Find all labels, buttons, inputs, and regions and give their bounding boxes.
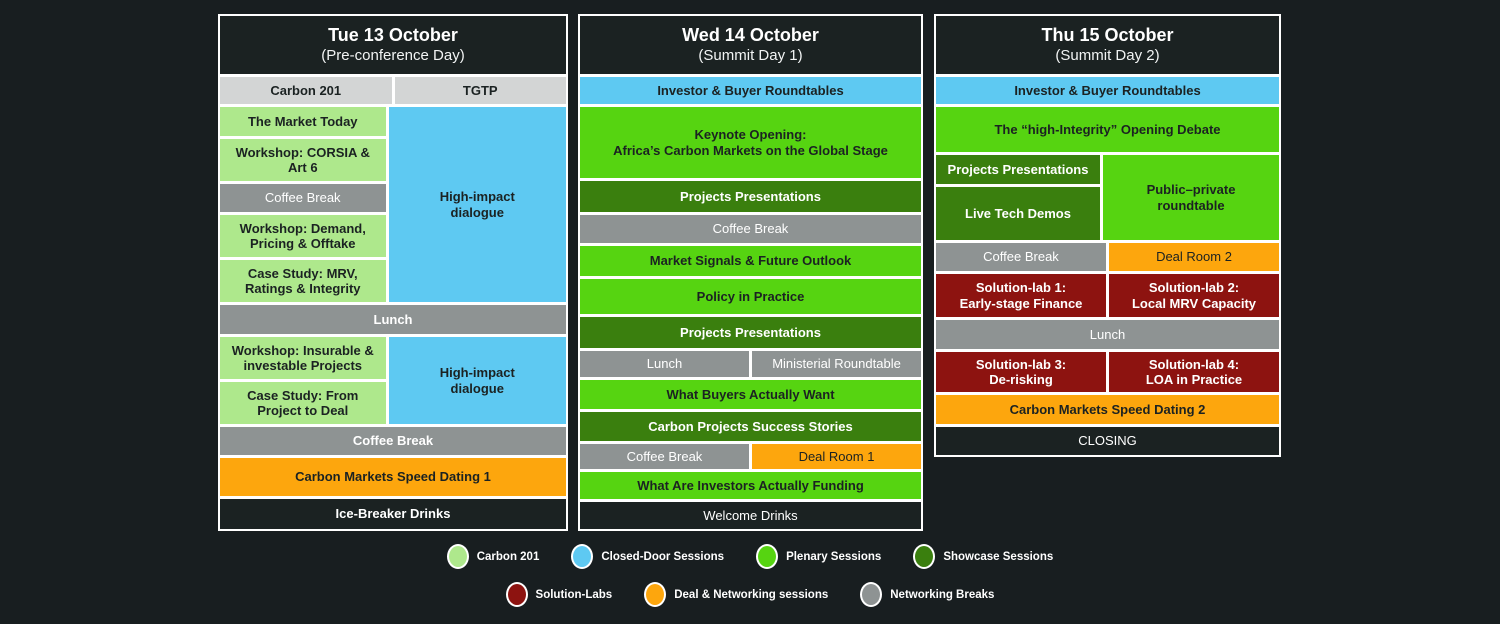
day-header-wednesday: Wed 14 October (Summit Day 1): [580, 16, 921, 74]
session-solution-lab-2: Solution-lab 2: Local MRV Capacity: [1109, 274, 1279, 317]
session-investor-buyer-roundtables: Investor & Buyer Roundtables: [936, 77, 1279, 104]
session-ministerial-roundtable: Ministerial Roundtable: [752, 351, 921, 377]
day-subtitle: (Summit Day 1): [698, 46, 803, 64]
break-coffee-2: Coffee Break: [580, 444, 749, 469]
legend-row-1: Carbon 201 Closed-Door Sessions Plenary …: [446, 544, 1053, 569]
day-column-thursday: Thu 15 October (Summit Day 2) Investor &…: [934, 14, 1281, 457]
legend-item-deal-networking: Deal & Networking sessions: [644, 582, 828, 607]
legend-label: Solution-Labs: [535, 588, 613, 601]
session-solution-lab-4: Solution-lab 4: LOA in Practice: [1109, 352, 1279, 392]
lunch-ministerial-row: Lunch Ministerial Roundtable: [580, 351, 921, 377]
break-coffee-1: Coffee Break: [220, 184, 386, 212]
session-keynote-opening: Keynote Opening: Africa’s Carbon Markets…: [580, 107, 921, 178]
session-workshop-insurable-investable: Workshop: Insurable & investable Project…: [220, 337, 386, 379]
break-coffee-2: Coffee Break: [220, 427, 566, 455]
carbon-201-track-pm: Workshop: Insurable & investable Project…: [220, 337, 386, 424]
closed-door-swatch-icon: [571, 544, 594, 569]
session-solution-lab-3: Solution-lab 3: De-risking: [936, 352, 1106, 392]
session-solution-lab-1: Solution-lab 1: Early-stage Finance: [936, 274, 1106, 317]
session-workshop-corsia-art6: Workshop: CORSIA & Art 6: [220, 139, 386, 181]
day-title: Wed 14 October: [682, 24, 819, 45]
showcase-track: Projects Presentations Live Tech Demos: [936, 155, 1100, 240]
legend-item-solution-labs: Solution-Labs: [505, 582, 613, 607]
session-closing: CLOSING: [936, 427, 1279, 455]
legend: Carbon 201 Closed-Door Sessions Plenary …: [0, 544, 1500, 607]
day-subtitle: (Pre-conference Day): [321, 46, 465, 64]
session-ice-breaker-drinks: Ice-Breaker Drinks: [220, 499, 566, 529]
day-title: Thu 15 October: [1041, 24, 1174, 45]
break-lunch: Lunch: [936, 320, 1279, 349]
legend-label: Plenary Sessions: [786, 550, 882, 563]
day-column-tuesday: Tue 13 October (Pre-conference Day) Carb…: [218, 14, 568, 531]
break-coffee: Coffee Break: [936, 243, 1106, 271]
session-carbon-projects-success-stories: Carbon Projects Success Stories: [580, 412, 921, 441]
session-carbon-markets-speed-dating-2: Carbon Markets Speed Dating 2: [936, 395, 1279, 424]
legend-label: Carbon 201: [476, 550, 540, 563]
session-carbon-markets-speed-dating-1: Carbon Markets Speed Dating 1: [220, 458, 566, 496]
legend-label: Deal & Networking sessions: [674, 588, 829, 601]
legend-label: Closed-Door Sessions: [601, 550, 725, 563]
session-high-impact-dialogue-am: High-impact dialogue: [388, 107, 566, 302]
legend-item-networking-breaks: Networking Breaks: [860, 582, 994, 607]
session-what-buyers-actually-want: What Buyers Actually Want: [580, 380, 921, 409]
session-deal-room-2: Deal Room 2: [1109, 243, 1279, 271]
showcase-roundtable-block: Projects Presentations Live Tech Demos P…: [936, 155, 1279, 240]
day-header-thursday: Thu 15 October (Summit Day 2): [936, 16, 1279, 74]
networking-breaks-swatch-icon: [860, 582, 883, 607]
day-header-tuesday: Tue 13 October (Pre-conference Day): [220, 16, 566, 74]
session-investor-buyer-roundtables: Investor & Buyer Roundtables: [580, 77, 921, 104]
day-title: Tue 13 October: [328, 24, 458, 45]
deal-networking-swatch-icon: [644, 582, 667, 607]
afternoon-block: Workshop: Insurable & investable Project…: [220, 337, 566, 424]
session-projects-presentations-1: Projects Presentations: [580, 181, 921, 212]
legend-item-plenary: Plenary Sessions: [756, 544, 881, 569]
legend-item-carbon-201: Carbon 201: [446, 544, 540, 569]
session-public-private-roundtable: Public–private roundtable: [1103, 155, 1279, 240]
session-projects-presentations: Projects Presentations: [936, 155, 1100, 184]
break-lunch: Lunch: [580, 351, 749, 377]
session-case-study-mrv: Case Study: MRV, Ratings & Integrity: [220, 260, 386, 302]
legend-label: Networking Breaks: [890, 588, 995, 601]
session-what-are-investors-actually-funding: What Are Investors Actually Funding: [580, 472, 921, 499]
session-live-tech-demos: Live Tech Demos: [936, 187, 1100, 240]
session-high-integrity-opening-debate: The “high-Integrity” Opening Debate: [936, 107, 1279, 152]
track-header-row: Carbon 201 TGTP: [220, 77, 566, 104]
legend-label: Showcase Sessions: [943, 550, 1054, 563]
track-header-tgtp: TGTP: [394, 77, 566, 104]
break-lunch: Lunch: [220, 305, 566, 334]
solution-labs-swatch-icon: [505, 582, 528, 607]
session-deal-room-1: Deal Room 1: [752, 444, 921, 469]
legend-item-showcase: Showcase Sessions: [913, 544, 1053, 569]
solution-labs-row-1: Solution-lab 1: Early-stage Finance Solu…: [936, 274, 1279, 317]
carbon-201-track: The Market Today Workshop: CORSIA & Art …: [220, 107, 386, 302]
session-the-market-today: The Market Today: [220, 107, 386, 136]
coffee-dealroom-row: Coffee Break Deal Room 1: [580, 444, 921, 469]
session-welcome-drinks: Welcome Drinks: [580, 502, 921, 529]
track-header-carbon-201: Carbon 201: [220, 77, 392, 104]
showcase-swatch-icon: [913, 544, 936, 569]
session-workshop-demand-pricing-offtake: Workshop: Demand, Pricing & Offtake: [220, 215, 386, 257]
day-column-wednesday: Wed 14 October (Summit Day 1) Investor &…: [578, 14, 923, 531]
carbon-201-swatch-icon: [446, 544, 469, 569]
break-coffee-1: Coffee Break: [580, 215, 921, 243]
day-subtitle: (Summit Day 2): [1055, 46, 1160, 64]
session-policy-in-practice: Policy in Practice: [580, 279, 921, 314]
session-market-signals-future-outlook: Market Signals & Future Outlook: [580, 246, 921, 276]
session-projects-presentations-2: Projects Presentations: [580, 317, 921, 348]
solution-labs-row-2: Solution-lab 3: De-risking Solution-lab …: [936, 352, 1279, 392]
legend-item-closed-door: Closed-Door Sessions: [571, 544, 724, 569]
plenary-swatch-icon: [756, 544, 779, 569]
coffee-dealroom-row: Coffee Break Deal Room 2: [936, 243, 1279, 271]
legend-row-2: Solution-Labs Deal & Networking sessions…: [505, 582, 994, 607]
morning-block: The Market Today Workshop: CORSIA & Art …: [220, 107, 566, 302]
session-high-impact-dialogue-pm: High-impact dialogue: [388, 337, 566, 424]
session-case-study-from-project-to-deal: Case Study: From Project to Deal: [220, 382, 386, 424]
